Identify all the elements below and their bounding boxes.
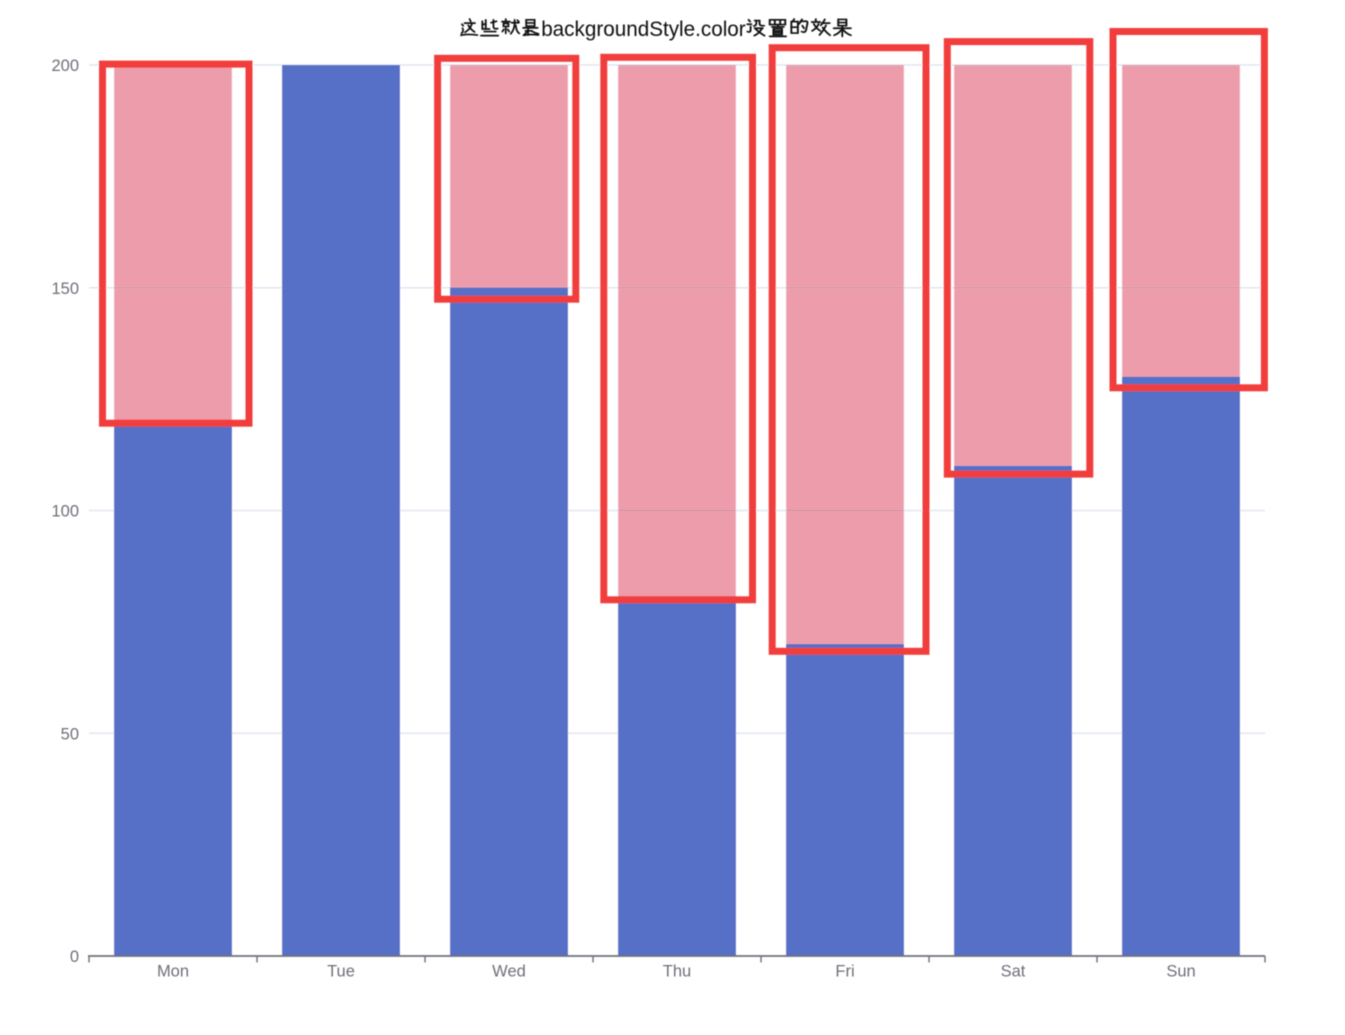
svg-text:Fri: Fri: [835, 963, 854, 981]
svg-text:Sat: Sat: [1001, 963, 1026, 981]
svg-text:150: 150: [51, 280, 79, 298]
svg-text:0: 0: [70, 948, 79, 966]
svg-text:Wed: Wed: [492, 963, 526, 981]
svg-text:100: 100: [51, 503, 79, 521]
svg-text:Thu: Thu: [663, 963, 691, 981]
svg-text:Sun: Sun: [1166, 963, 1195, 981]
svg-text:Tue: Tue: [327, 963, 355, 981]
svg-text:Mon: Mon: [157, 963, 189, 981]
svg-text:50: 50: [61, 725, 79, 743]
svg-text:backgroundStyle.color: backgroundStyle.color: [541, 17, 746, 41]
svg-text:200: 200: [51, 57, 79, 75]
